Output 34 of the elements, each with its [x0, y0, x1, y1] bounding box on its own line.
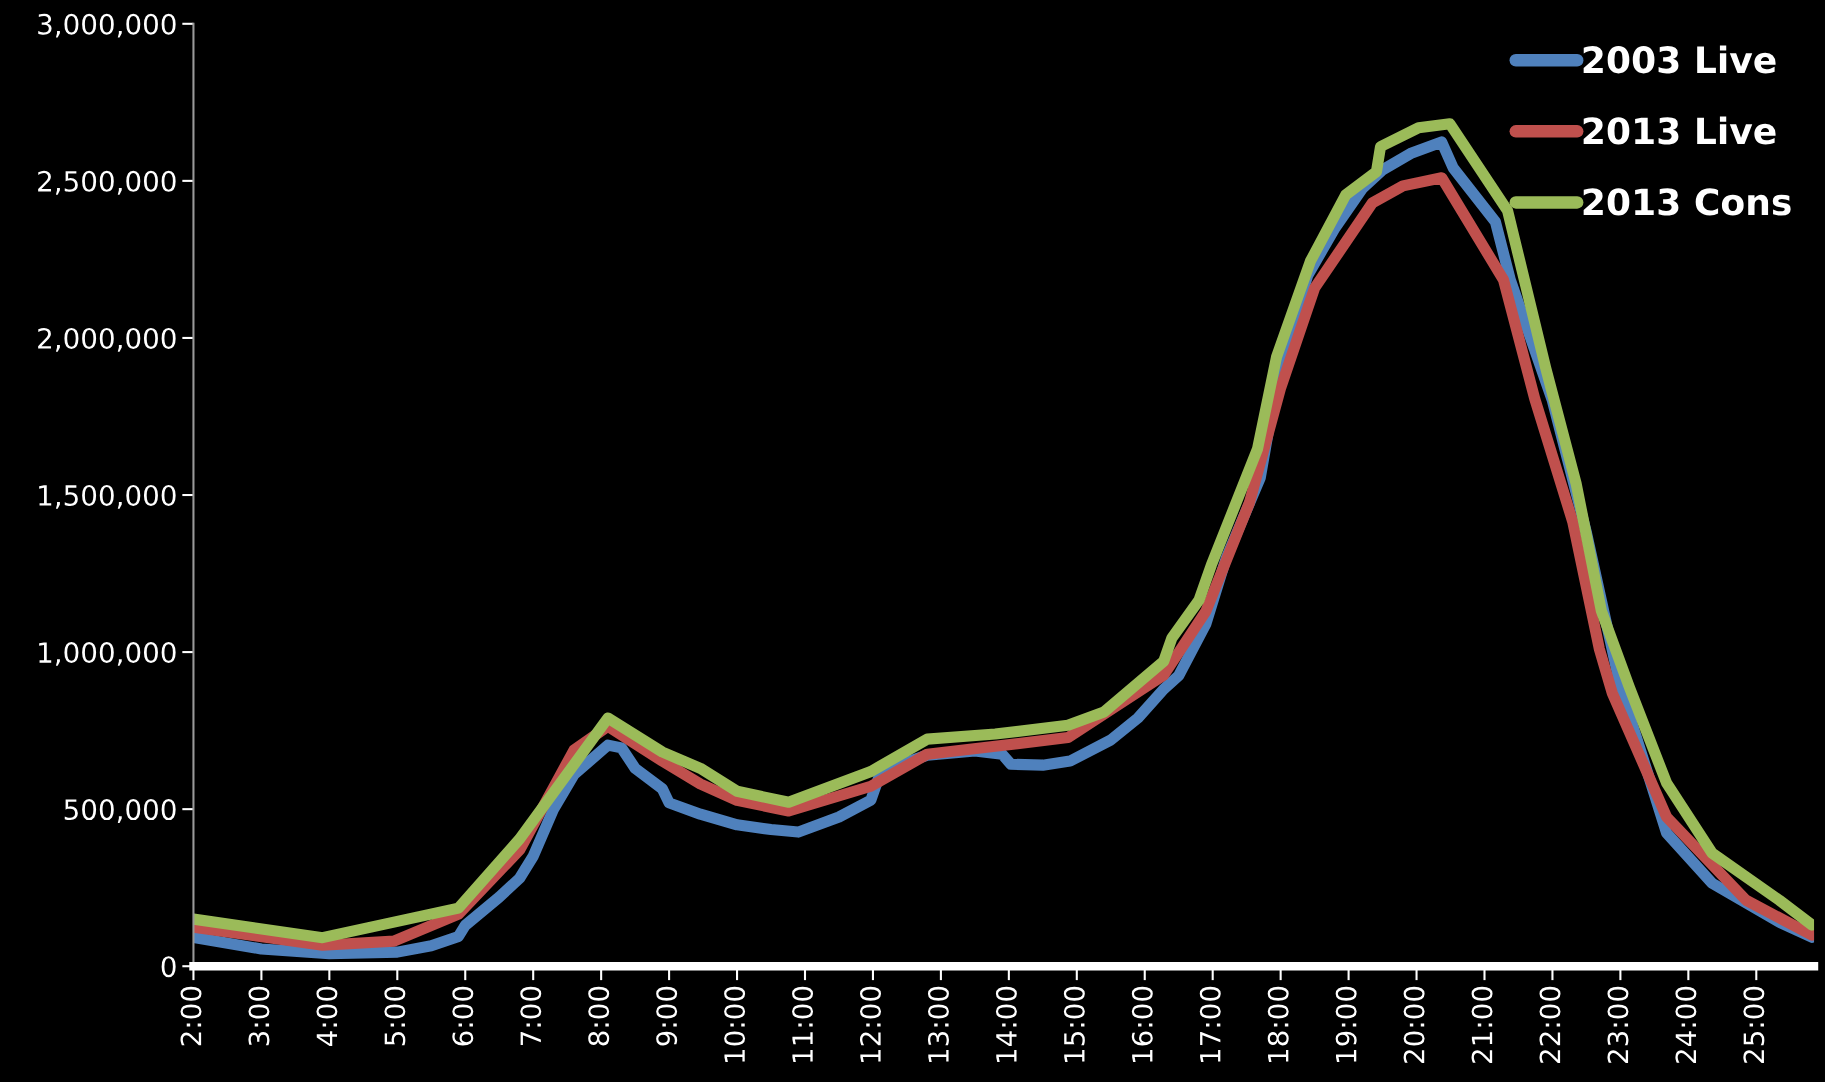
y-tick-label: 0	[161, 956, 176, 978]
x-tick-label: 22:00	[1539, 986, 1561, 1063]
x-tick-label: 21:00	[1471, 986, 1493, 1063]
x-tick-label: 16:00	[1131, 986, 1153, 1062]
x-tick-label: 2:00	[180, 986, 202, 1046]
x-tick-label: 20:00	[1403, 986, 1425, 1063]
x-tick-label: 3:00	[248, 986, 270, 1046]
x-tick-label: 8:00	[588, 986, 610, 1046]
legend-label: 2013 Live	[1583, 116, 1776, 145]
y-tick-label: 1,000,000	[39, 642, 176, 666]
x-tick-label: 4:00	[316, 986, 338, 1046]
x-tick-label: 6:00	[452, 986, 474, 1046]
x-tick-label: 5:00	[384, 986, 406, 1046]
x-tick-label: 11:00	[792, 986, 814, 1062]
x-tick-label: 10:00	[724, 986, 746, 1062]
y-tick-label: 3,000,000	[38, 13, 176, 38]
y-tick-label: 500,000	[64, 799, 176, 823]
x-tick-label: 19:00	[1335, 986, 1357, 1062]
x-tick-label: 17:00	[1199, 986, 1221, 1062]
x-tick-label: 7:00	[520, 986, 542, 1046]
x-tick-label: 23:00	[1607, 986, 1629, 1063]
y-tick-label: 1,500,000	[39, 484, 176, 509]
x-tick-label: 12:00	[860, 986, 882, 1062]
x-tick-label: 13:00	[927, 986, 949, 1062]
y-tick-label: 2,500,000	[38, 170, 176, 195]
x-tick-label: 25:00	[1743, 986, 1765, 1063]
legend-label: 2003 Live	[1583, 45, 1776, 74]
x-tick-label: 18:00	[1267, 986, 1289, 1062]
legend-label: 2013 Cons	[1583, 188, 1791, 216]
y-tick-label: 2,000,000	[38, 327, 176, 352]
x-tick-label: 14:00	[995, 986, 1017, 1062]
x-tick-label: 15:00	[1063, 986, 1085, 1062]
x-tick-label: 9:00	[656, 986, 678, 1046]
x-tick-label: 24:00	[1675, 986, 1697, 1063]
